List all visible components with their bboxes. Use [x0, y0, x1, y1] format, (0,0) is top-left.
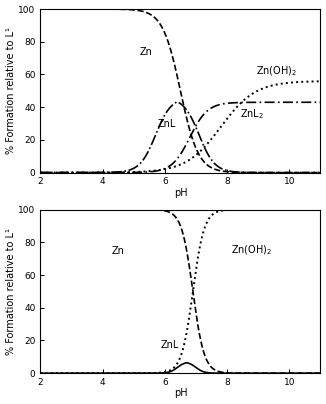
Text: ZnL$_2$: ZnL$_2$	[240, 107, 264, 121]
Y-axis label: % Formation relative to L¹: % Formation relative to L¹	[6, 228, 16, 355]
Text: Zn: Zn	[112, 246, 125, 256]
X-axis label: pH: pH	[174, 388, 187, 398]
Text: ZnL: ZnL	[160, 341, 179, 350]
Y-axis label: % Formation relative to L¹: % Formation relative to L¹	[6, 27, 16, 154]
X-axis label: pH: pH	[174, 188, 187, 198]
Text: ZnL: ZnL	[157, 118, 176, 128]
Text: Zn(OH)$_2$: Zn(OH)$_2$	[231, 244, 273, 257]
Text: Zn: Zn	[140, 46, 153, 57]
Text: Zn(OH)$_2$: Zn(OH)$_2$	[256, 64, 297, 78]
